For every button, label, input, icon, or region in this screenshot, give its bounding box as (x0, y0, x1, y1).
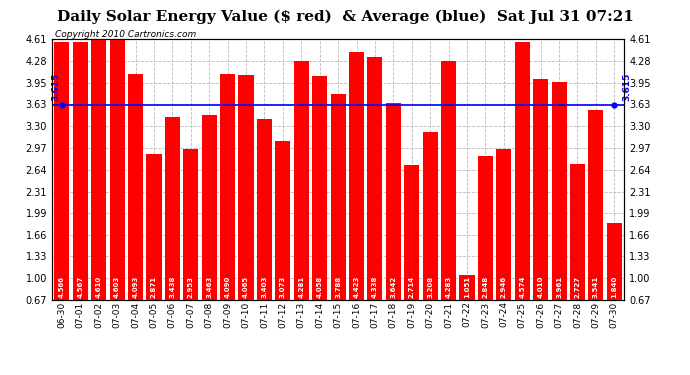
Text: 4.283: 4.283 (446, 276, 451, 298)
Bar (331, 94, 346, 300)
Bar (220, 74, 235, 300)
Text: 4.281: 4.281 (298, 276, 304, 298)
Text: 4.338: 4.338 (372, 276, 378, 298)
Bar (128, 74, 143, 300)
Bar (515, 42, 530, 300)
Text: 4.603: 4.603 (114, 276, 120, 298)
Bar (275, 141, 290, 300)
Text: 3.615: 3.615 (622, 73, 632, 101)
Text: 4.566: 4.566 (59, 276, 65, 298)
Bar (257, 119, 272, 300)
Bar (184, 149, 198, 300)
Text: 3.615: 3.615 (51, 73, 60, 101)
Bar (386, 104, 401, 300)
Text: 1.840: 1.840 (611, 276, 618, 298)
Bar (367, 57, 382, 300)
Text: 3.788: 3.788 (335, 276, 341, 298)
Text: 1.051: 1.051 (464, 276, 470, 298)
Bar (110, 40, 125, 300)
Text: 3.642: 3.642 (391, 276, 396, 298)
Text: 4.567: 4.567 (77, 276, 83, 298)
Bar (533, 79, 549, 300)
Text: 2.946: 2.946 (501, 276, 507, 298)
Text: 3.463: 3.463 (206, 276, 213, 298)
Bar (239, 75, 254, 300)
Text: 4.058: 4.058 (317, 276, 323, 298)
Text: 3.073: 3.073 (280, 276, 286, 298)
Bar (589, 110, 604, 300)
Bar (146, 154, 161, 300)
Bar (441, 61, 456, 300)
Text: 2.848: 2.848 (482, 276, 489, 298)
Bar (91, 39, 106, 300)
Text: 2.727: 2.727 (575, 276, 580, 298)
Text: 2.953: 2.953 (188, 276, 194, 298)
Text: Copyright 2010 Cartronics.com: Copyright 2010 Cartronics.com (55, 30, 196, 39)
Text: 3.208: 3.208 (427, 276, 433, 298)
Bar (349, 52, 364, 300)
Bar (312, 76, 327, 300)
Text: 4.010: 4.010 (538, 276, 544, 298)
Text: 3.541: 3.541 (593, 276, 599, 298)
Bar (72, 42, 88, 300)
Text: 3.403: 3.403 (262, 276, 268, 298)
Bar (201, 115, 217, 300)
Bar (460, 275, 475, 300)
Bar (570, 164, 585, 300)
Bar (551, 82, 566, 300)
Bar (478, 156, 493, 300)
Text: 3.961: 3.961 (556, 276, 562, 298)
Text: 4.423: 4.423 (353, 276, 359, 298)
Text: 3.438: 3.438 (169, 276, 175, 298)
Text: 4.093: 4.093 (132, 276, 139, 298)
Text: 4.065: 4.065 (243, 276, 249, 298)
Text: 4.574: 4.574 (520, 276, 525, 298)
Text: 4.610: 4.610 (96, 276, 101, 298)
Text: 2.871: 2.871 (151, 276, 157, 298)
Bar (294, 61, 309, 300)
Bar (422, 132, 437, 300)
Bar (607, 223, 622, 300)
Text: 4.090: 4.090 (225, 276, 230, 298)
Bar (55, 42, 70, 300)
Bar (496, 150, 511, 300)
Text: Daily Solar Energy Value ($ red)  & Average (blue)  Sat Jul 31 07:21: Daily Solar Energy Value ($ red) & Avera… (57, 9, 633, 24)
Bar (165, 117, 180, 300)
Text: 2.714: 2.714 (408, 276, 415, 298)
Bar (404, 165, 420, 300)
